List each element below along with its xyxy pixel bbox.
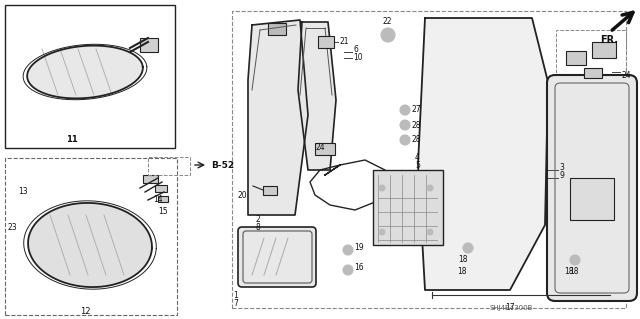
Text: 9: 9 (559, 170, 564, 180)
Text: 27: 27 (412, 106, 422, 115)
Text: 6: 6 (353, 46, 358, 55)
Bar (5, 5, 175, 148)
Text: 21: 21 (340, 38, 349, 47)
Text: 14: 14 (153, 196, 163, 204)
Bar (143, 175, 158, 183)
Bar (584, 68, 602, 78)
Bar (570, 178, 614, 220)
Bar (263, 186, 277, 195)
Circle shape (427, 185, 433, 191)
Text: FR.: FR. (600, 35, 618, 45)
Text: 16: 16 (354, 263, 364, 272)
Text: 20: 20 (237, 191, 246, 201)
Bar (556, 30, 626, 88)
Circle shape (400, 105, 410, 115)
Circle shape (381, 28, 395, 42)
Polygon shape (27, 46, 143, 98)
Text: 18: 18 (564, 268, 573, 277)
Text: 11: 11 (66, 136, 78, 145)
Text: 22: 22 (382, 18, 392, 26)
Bar (5, 158, 177, 315)
Circle shape (570, 255, 580, 265)
Circle shape (463, 243, 473, 253)
Text: SHJ4B4300B: SHJ4B4300B (490, 305, 533, 311)
Text: 1: 1 (233, 291, 237, 300)
Text: 18: 18 (457, 268, 467, 277)
Bar (318, 36, 334, 48)
Text: 19: 19 (354, 243, 364, 253)
Text: 18: 18 (569, 268, 579, 277)
Circle shape (427, 229, 433, 235)
Text: 4: 4 (415, 153, 420, 162)
Text: 24: 24 (315, 144, 324, 152)
Text: 13: 13 (18, 188, 28, 197)
Circle shape (343, 245, 353, 255)
Polygon shape (248, 20, 308, 215)
Text: 17: 17 (505, 302, 515, 311)
Polygon shape (418, 18, 548, 290)
Bar (315, 143, 335, 155)
Text: 12: 12 (80, 308, 90, 316)
Circle shape (379, 185, 385, 191)
Text: 18: 18 (458, 256, 468, 264)
Text: 28: 28 (412, 136, 422, 145)
Bar (232, 11, 626, 308)
Bar (268, 23, 286, 35)
Bar (148, 157, 190, 175)
Text: 8: 8 (256, 224, 260, 233)
Circle shape (379, 229, 385, 235)
Text: 5: 5 (415, 161, 420, 170)
Polygon shape (298, 22, 336, 170)
FancyBboxPatch shape (238, 227, 316, 287)
Circle shape (343, 265, 353, 275)
Text: 15: 15 (158, 207, 168, 217)
Bar (158, 196, 168, 202)
Text: 24: 24 (622, 70, 632, 79)
Text: 10: 10 (353, 53, 363, 62)
Circle shape (400, 120, 410, 130)
Text: 2: 2 (256, 216, 260, 225)
Text: 28: 28 (412, 121, 422, 130)
Bar (566, 51, 586, 65)
Circle shape (400, 135, 410, 145)
Bar (155, 185, 167, 192)
Polygon shape (28, 203, 152, 287)
Text: 7: 7 (233, 299, 238, 308)
FancyBboxPatch shape (547, 75, 637, 301)
Bar (140, 38, 158, 52)
Bar (373, 170, 443, 245)
Text: 23: 23 (8, 224, 18, 233)
Text: B-52: B-52 (211, 160, 234, 169)
Text: 3: 3 (559, 162, 564, 172)
Bar (592, 42, 616, 58)
